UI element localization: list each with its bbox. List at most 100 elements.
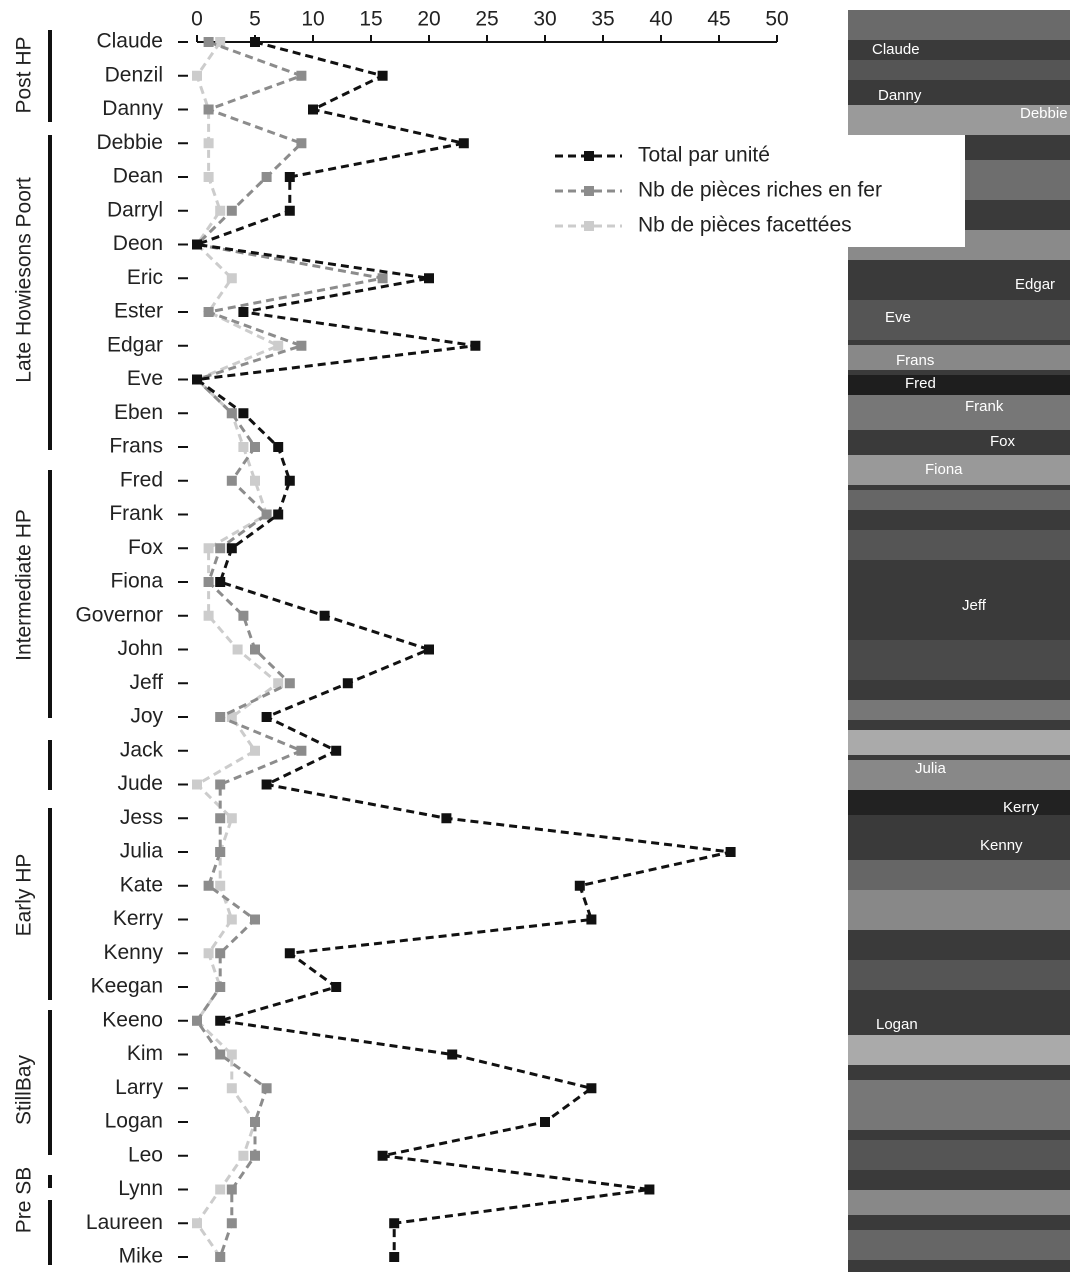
y-tick-label: John — [117, 637, 163, 660]
point — [203, 948, 214, 959]
point — [226, 1049, 237, 1060]
point — [226, 408, 237, 419]
point — [215, 948, 226, 959]
point — [377, 1150, 388, 1161]
point — [215, 847, 226, 857]
phase-label: Pre SB — [13, 1167, 36, 1234]
point — [238, 307, 249, 317]
section-label: Frans — [896, 352, 934, 369]
section-band — [848, 1190, 1070, 1215]
section-band — [848, 60, 1070, 80]
point — [273, 509, 284, 520]
point — [226, 273, 237, 284]
y-tick-label: Dean — [113, 165, 163, 188]
y-tick-label: Kim — [127, 1042, 163, 1065]
point — [226, 475, 237, 486]
point — [261, 1083, 272, 1094]
point — [250, 1150, 260, 1161]
legend-label: Nb de pièces facettées — [638, 214, 852, 237]
y-tick-label: Jeff — [130, 671, 164, 694]
y-tick-label: Frank — [109, 502, 163, 525]
y-tick-label: Logan — [105, 1110, 163, 1133]
section-band — [848, 105, 1070, 135]
x-tick-label: 15 — [359, 8, 382, 31]
x-tick-label: 0 — [191, 8, 203, 31]
legend-marker — [584, 221, 594, 231]
point — [203, 610, 214, 621]
section-label: Fiona — [925, 461, 963, 478]
y-tick-label: Governor — [75, 603, 163, 626]
y-tick-label: Eve — [127, 367, 163, 390]
point — [215, 813, 226, 824]
y-tick-label: Kerry — [113, 907, 164, 930]
y-tick-label: Joy — [130, 705, 163, 728]
x-tick-label: 50 — [765, 8, 788, 31]
point — [441, 813, 452, 824]
point — [226, 543, 237, 554]
section-band — [848, 960, 1070, 990]
point — [284, 172, 295, 182]
section-band — [848, 1140, 1070, 1170]
y-tick-label: Denzil — [105, 63, 163, 86]
point — [226, 813, 237, 824]
point — [238, 442, 249, 452]
section-band — [848, 890, 1070, 930]
point — [226, 1218, 237, 1229]
section-band — [848, 395, 1070, 430]
point — [261, 779, 272, 790]
phase-label: Intermediate HP — [13, 509, 36, 661]
point — [342, 678, 353, 689]
x-tick-label: 10 — [301, 8, 324, 31]
section-band — [848, 490, 1070, 510]
point — [203, 104, 214, 115]
point — [261, 172, 272, 182]
point — [447, 1049, 458, 1060]
point — [319, 610, 330, 621]
section-label: Frank — [965, 398, 1004, 415]
x-tick-label: 5 — [249, 8, 261, 31]
point — [261, 509, 272, 520]
section-label: Claude — [872, 41, 920, 58]
point — [192, 70, 202, 81]
section-label: Jeff — [962, 597, 987, 614]
point — [458, 138, 469, 149]
point — [238, 610, 249, 621]
point — [273, 678, 284, 689]
y-tick-label: Jess — [120, 806, 163, 829]
section-band — [848, 345, 1070, 370]
y-tick-label: Keeno — [102, 1008, 163, 1031]
point — [250, 1117, 260, 1127]
section-label: Eve — [885, 309, 911, 326]
section-band — [848, 375, 1070, 395]
section-band — [848, 700, 1070, 720]
y-tick-label: Danny — [102, 97, 163, 120]
point — [192, 374, 202, 385]
y-tick-label: Kenny — [103, 941, 163, 964]
point — [215, 712, 226, 722]
section-band — [848, 1230, 1070, 1260]
point — [296, 138, 307, 149]
point — [377, 273, 388, 284]
point — [284, 475, 295, 486]
section-label: Logan — [876, 1016, 918, 1033]
section-label: Danny — [878, 87, 922, 104]
point — [192, 1218, 202, 1229]
y-tick-label: Edgar — [107, 333, 163, 356]
point — [250, 914, 260, 925]
y-tick-label: Fred — [120, 468, 163, 491]
point — [574, 880, 585, 891]
point — [389, 1218, 400, 1229]
section-band — [848, 640, 1070, 680]
y-tick-label: Debbie — [96, 131, 163, 154]
y-tick-label: Larry — [115, 1076, 163, 1099]
point — [215, 543, 226, 554]
phase-label: Late Howiesons Poort — [13, 177, 36, 383]
y-tick-label: Claude — [96, 30, 163, 53]
x-tick-label: 45 — [707, 8, 730, 31]
point — [424, 273, 434, 284]
legend-label: Total par unité — [638, 144, 770, 167]
point — [586, 1083, 597, 1094]
phase-label: Early HP — [13, 854, 36, 937]
point — [238, 1150, 249, 1161]
